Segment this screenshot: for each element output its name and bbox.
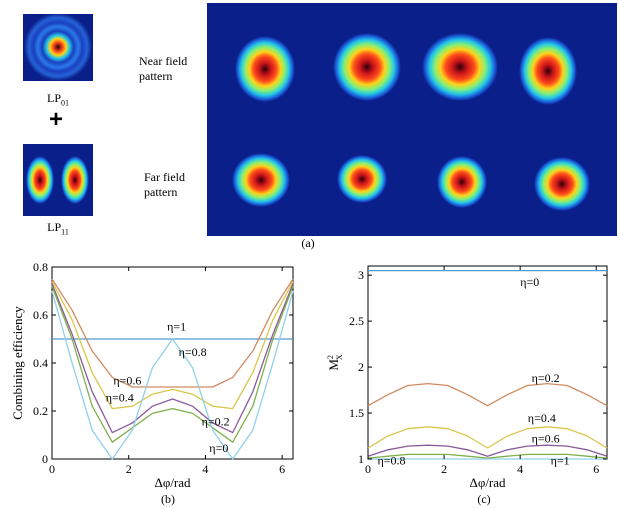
- plot-frame-c: [367, 265, 608, 460]
- field-patterns-svg: [232, 33, 590, 211]
- series-label-b-3: η=0.4: [106, 390, 134, 404]
- lp01-label: LP01: [23, 91, 93, 107]
- series-label-b-0: η=1: [167, 320, 186, 334]
- series-line-b-5: [51, 290, 294, 460]
- series-line-c-3: [367, 444, 608, 457]
- near-field-label: Near field pattern: [139, 54, 188, 83]
- x-tick-label-c-1: 2: [441, 462, 447, 476]
- lp11-label-sub: 11: [61, 227, 69, 237]
- far-field-spot-1: [232, 153, 290, 207]
- panel-a-label: (a): [301, 236, 315, 250]
- lp11-mode-profile: [26, 156, 89, 204]
- x-tick-label-c-0: 0: [365, 462, 371, 476]
- series-label-b-5: η=0: [209, 441, 228, 455]
- series-label-c-1: η=0.2: [532, 371, 560, 385]
- lp01-label-sub: 01: [61, 98, 69, 108]
- y-axis-label-b: Combining efficiency: [10, 306, 25, 420]
- series-label-b-2: η=0.6: [113, 374, 141, 388]
- far-field-spot-3: [437, 156, 487, 208]
- plus-sign: +: [49, 106, 64, 133]
- x-axis-label-c: Δφ/rad: [469, 475, 506, 490]
- lp01-label-base: LP: [46, 91, 61, 105]
- x-tick-label-b-1: 2: [126, 462, 132, 476]
- x-tick-label-b-2: 4: [202, 462, 208, 476]
- lp11-label-base: LP: [47, 220, 62, 234]
- series-line-c-4: [367, 453, 608, 459]
- y-tick-label-b-3: 0.6: [33, 308, 48, 322]
- series-label-b-1: η=0.8: [179, 345, 207, 359]
- plot-frame-b: [51, 266, 294, 460]
- series-label-c-4: η=0.8: [378, 454, 406, 468]
- y-tick-label-c-4: 3: [358, 268, 364, 282]
- near-field-spot-4: [519, 37, 577, 105]
- series-label-c-3: η=0.6: [532, 432, 560, 446]
- panel-b-label: (b): [161, 492, 175, 506]
- x-tick-label-b-3: 6: [279, 462, 285, 476]
- far-field-spot-2: [337, 155, 387, 203]
- series-line-b-2: [51, 281, 294, 410]
- y-tick-label-b-4: 0.8: [33, 260, 48, 274]
- x-tick-label-b-0: 0: [49, 462, 55, 476]
- panel-c-label: (c): [477, 492, 491, 506]
- far-field-label: Far field pattern: [144, 170, 185, 199]
- y-tick-label-c-1: 1.5: [349, 406, 364, 420]
- lp11-mode-image: [23, 144, 93, 216]
- series-label-c-0: η=0: [520, 275, 539, 289]
- lp01-mode-profile: [24, 13, 92, 81]
- chart-c: 0 2 4 6 1 1.5 2 2.5 3 η=0 η=0.2 η=0.4 η=0.6 η=0.8 η=1…: [326, 265, 608, 490]
- y-tick-label-b-0: 0: [42, 452, 48, 466]
- series-line-b-3: [51, 283, 294, 434]
- x-axis-label-b: Δφ/rad: [154, 475, 191, 490]
- series-label-c-2: η=0.4: [528, 411, 556, 425]
- y-tick-label-b-1: 0.2: [33, 404, 48, 418]
- series-label-c-5: η=1: [551, 454, 570, 468]
- field-patterns-image: [207, 3, 617, 236]
- y-axis-label-c: M2X: [326, 354, 344, 371]
- y-tick-label-b-2: 0.4: [33, 356, 48, 370]
- far-field-spot-4: [534, 157, 590, 211]
- y-tick-label-c-3: 2.5: [349, 314, 364, 328]
- near-field-spot-2: [333, 33, 401, 101]
- near-field-spot-1: [235, 36, 295, 102]
- series-line-b-1: [51, 278, 294, 388]
- chart-b: 0 2 4 6 0 0.2 0.4 0.6 0.8 η=1 η=0.8 η=0.6 η=0.4 η=0.…: [10, 260, 294, 490]
- series-label-b-4: η=0.2: [202, 414, 230, 428]
- series-line-b-4: [51, 285, 294, 443]
- x-tick-label-c-3: 6: [593, 462, 599, 476]
- y-tick-label-c-0: 1: [358, 452, 364, 466]
- y-tick-label-c-2: 2: [358, 360, 364, 374]
- near-field-spot-3: [422, 33, 498, 101]
- series-line-c-1: [367, 382, 608, 407]
- series-line-c-2: [367, 426, 608, 449]
- x-tick-label-c-2: 4: [517, 462, 523, 476]
- lp11-label: LP11: [23, 220, 93, 236]
- lp01-mode-image: [23, 13, 93, 81]
